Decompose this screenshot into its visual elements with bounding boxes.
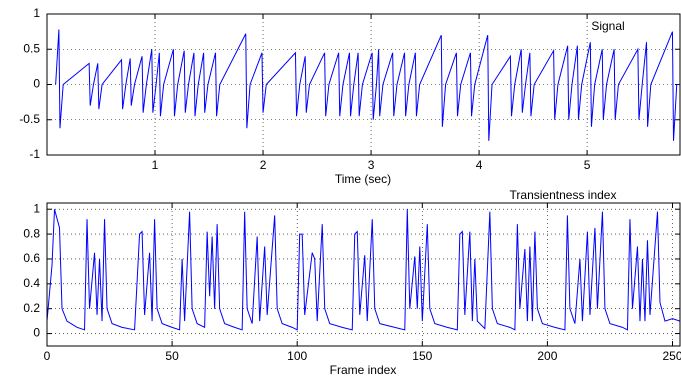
x-tick-label: 150 bbox=[412, 349, 432, 363]
x-tick-label: 2 bbox=[260, 158, 267, 172]
data-line bbox=[55, 29, 680, 141]
y-tick-label: 0.2 bbox=[23, 301, 40, 315]
chart-title: Signal bbox=[591, 19, 624, 33]
y-tick-label: 0.6 bbox=[23, 251, 40, 265]
y-tick-label: 0.5 bbox=[23, 41, 40, 55]
chart-title: Transientness index bbox=[510, 188, 617, 202]
x-tick-label: 5 bbox=[584, 158, 591, 172]
y-tick-label: -0.5 bbox=[19, 112, 40, 126]
y-tick-label: 1 bbox=[33, 6, 40, 20]
x-tick-label: 50 bbox=[165, 349, 179, 363]
x-tick-label: 100 bbox=[287, 349, 307, 363]
y-tick-label: 0.4 bbox=[23, 276, 40, 290]
x-tick-label: 250 bbox=[662, 349, 681, 363]
x-tick-label: 4 bbox=[476, 158, 483, 172]
y-tick-label: 0.8 bbox=[23, 226, 40, 240]
x-tick-label: 200 bbox=[537, 349, 557, 363]
data-line bbox=[46, 209, 681, 331]
y-tick-label: 0 bbox=[33, 77, 40, 91]
y-tick-label: -1 bbox=[29, 147, 40, 161]
x-axis-label: Time (sec) bbox=[335, 172, 391, 186]
axes-frame bbox=[46, 202, 681, 347]
x-axis-label: Frame index bbox=[330, 363, 397, 377]
x-tick-label: 0 bbox=[44, 349, 51, 363]
x-tick-label: 3 bbox=[368, 158, 375, 172]
axes-frame bbox=[46, 13, 681, 156]
y-tick-label: 0 bbox=[33, 326, 40, 340]
y-tick-label: 1 bbox=[33, 201, 40, 215]
x-tick-label: 1 bbox=[152, 158, 159, 172]
